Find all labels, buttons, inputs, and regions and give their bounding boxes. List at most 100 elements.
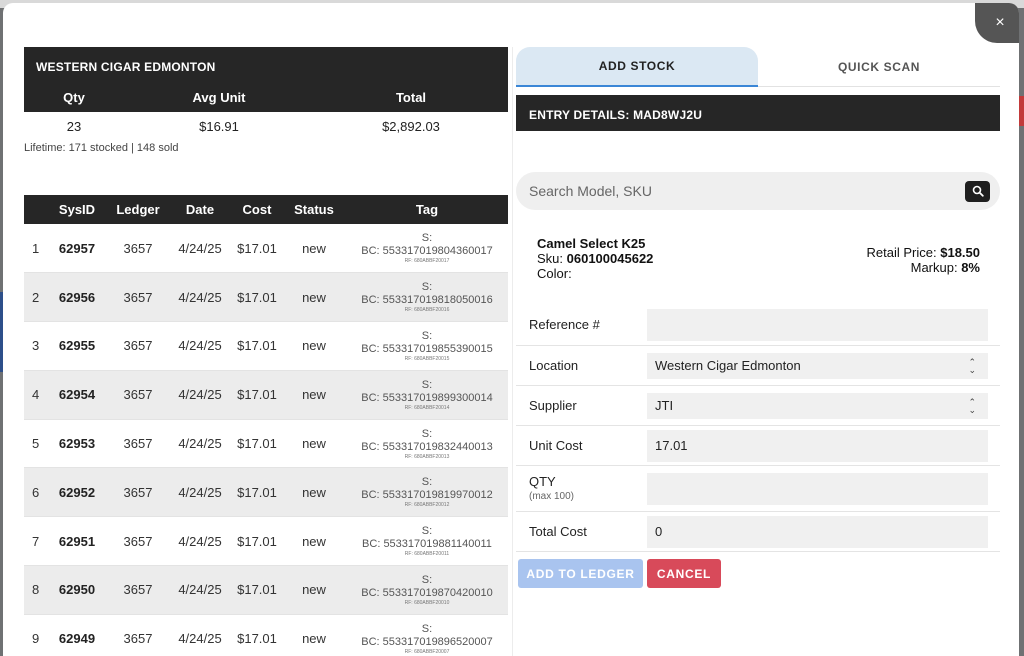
- product-color: Color:: [537, 266, 572, 281]
- store-summary-panel: WESTERN CIGAR EDMONTON Qty Avg Unit Tota…: [24, 47, 508, 154]
- markup: Markup: 8%: [867, 260, 980, 275]
- close-icon: ×: [995, 14, 1005, 31]
- tag-s: S:: [421, 378, 433, 391]
- summary-header-avg-unit: Avg Unit: [192, 90, 246, 105]
- close-button[interactable]: ×: [975, 3, 1019, 43]
- tag-barcode: BC: 553317019899300014: [361, 391, 493, 404]
- row-index: 3: [24, 321, 46, 371]
- unit-cost-label: Unit Cost: [529, 438, 583, 453]
- tag-rfid: RF: 680ABBF20012: [404, 502, 450, 509]
- entry-details-title: ENTRY DETAILS: MAD8WJ2U: [516, 95, 1000, 131]
- row-status: new: [282, 419, 346, 469]
- table-row[interactable]: 5 62953 3657 4/24/25 $17.01 new S: BC: 55331701…: [24, 419, 508, 469]
- col-header-cost[interactable]: Cost: [242, 202, 272, 217]
- qty-field[interactable]: [647, 472, 988, 505]
- table-row[interactable]: 6 62952 3657 4/24/25 $17.01 new S: BC: 55331701…: [24, 467, 508, 518]
- table-row[interactable]: 8 62950 3657 4/24/25 $17.01 new S: BC: 55331701…: [24, 565, 508, 615]
- row-tag: S: BC: 553317019804360017 RF: 680ABBF20017: [346, 224, 508, 274]
- col-header-tag[interactable]: Tag: [415, 202, 439, 217]
- table-row[interactable]: 9 62949 3657 4/24/25 $17.01 new S: BC: 55331701…: [24, 614, 508, 656]
- markup-value: 8%: [961, 260, 980, 275]
- reference-field[interactable]: [647, 308, 988, 341]
- col-header-ledger[interactable]: Ledger: [116, 202, 160, 217]
- row-index: 6: [24, 467, 46, 518]
- tag-rfid: RF: 680ABBF20014: [404, 404, 450, 411]
- row-tag: S: BC: 553317019818050016 RF: 680ABBF20016: [346, 272, 508, 323]
- row-index: 1: [24, 224, 46, 274]
- lifetime-stats: Lifetime: 171 stocked | 148 sold: [24, 142, 179, 154]
- form-row-total-cost: Total Cost 0: [516, 512, 1000, 552]
- summary-qty: 23: [66, 119, 82, 134]
- supplier-select[interactable]: JTI ⌃ ⌄: [647, 392, 988, 419]
- row-index: 5: [24, 419, 46, 469]
- row-cost: $17.01: [232, 614, 282, 656]
- background-page-element: [0, 292, 4, 372]
- tab-quick-scan[interactable]: QUICK SCAN: [837, 60, 920, 74]
- summary-header-total: Total: [395, 90, 427, 105]
- row-ledger: 3657: [108, 419, 168, 469]
- row-cost: $17.01: [232, 565, 282, 615]
- tag-barcode: BC: 553317019855390015: [361, 342, 493, 355]
- summary-total: $2,892.03: [382, 119, 440, 134]
- tag-rfid: RF: 680ABBF20010: [404, 599, 450, 606]
- tag-barcode: BC: 553317019870420010: [361, 586, 493, 599]
- col-header-date[interactable]: Date: [185, 202, 215, 217]
- row-index: 9: [24, 614, 46, 656]
- tag-barcode: BC: 553317019896520007: [361, 635, 493, 648]
- row-cost: $17.01: [232, 419, 282, 469]
- qty-label-group: QTY (max 100): [516, 474, 647, 504]
- search-input[interactable]: [529, 183, 965, 199]
- tag-s: S:: [421, 329, 433, 342]
- tag-barcode: BC: 553317019881140011: [362, 538, 492, 551]
- row-tag: S: BC: 553317019870420010 RF: 680ABBF20010: [346, 565, 508, 615]
- table-row[interactable]: 7 62951 3657 4/24/25 $17.01 new S: BC: 55331701…: [24, 516, 508, 567]
- table-row[interactable]: 1 62957 3657 4/24/25 $17.01 new S: BC: 55331701…: [24, 224, 508, 274]
- col-header-index: [24, 195, 46, 224]
- row-index: 8: [24, 565, 46, 615]
- row-status: new: [282, 272, 346, 323]
- table-row[interactable]: 3 62955 3657 4/24/25 $17.01 new S: BC: 55331701…: [24, 321, 508, 371]
- panel-divider: [512, 47, 513, 656]
- location-label: Location: [529, 358, 579, 373]
- add-to-ledger-button[interactable]: ADD TO LEDGER: [518, 559, 643, 588]
- retail-label: Retail Price:: [866, 245, 937, 260]
- summary-avg-unit: $16.91: [199, 119, 239, 134]
- row-sysid: 62952: [46, 467, 108, 518]
- search-button[interactable]: [965, 180, 990, 202]
- cancel-button[interactable]: CANCEL: [647, 559, 721, 588]
- location-select[interactable]: Western Cigar Edmonton ⌃ ⌄: [647, 352, 988, 379]
- row-status: new: [282, 467, 346, 518]
- markup-label: Markup:: [910, 260, 958, 275]
- unit-cost-field[interactable]: [647, 429, 988, 462]
- total-cost-value: 0: [647, 515, 988, 548]
- summary-header-qty: Qty: [63, 90, 85, 105]
- row-ledger: 3657: [108, 321, 168, 371]
- tag-rfid: RF: 680ABBF20013: [404, 453, 450, 460]
- form-row-reference: Reference #: [516, 304, 1000, 346]
- supplier-value: JTI: [655, 398, 674, 413]
- row-tag: S: BC: 553317019896520007 RF: 680ABBF20007: [346, 614, 508, 656]
- row-sysid: 62953: [46, 419, 108, 469]
- tag-rfid: RF: 680ABBF20007: [404, 648, 450, 655]
- tab-add-stock[interactable]: ADD STOCK: [516, 47, 758, 87]
- row-tag: S: BC: 553317019881140011 RF: 680ABBF20011: [346, 516, 508, 567]
- row-ledger: 3657: [108, 467, 168, 518]
- row-date: 4/24/25: [168, 321, 232, 371]
- sku-label: Sku:: [537, 251, 564, 266]
- col-header-status[interactable]: Status: [294, 202, 334, 217]
- row-ledger: 3657: [108, 370, 168, 420]
- table-row[interactable]: 2 62956 3657 4/24/25 $17.01 new S: BC: 55331701…: [24, 272, 508, 323]
- row-status: new: [282, 565, 346, 615]
- select-chevron-icon: ⌃ ⌄: [968, 356, 976, 375]
- col-header-sysid[interactable]: SysID: [58, 202, 96, 217]
- tag-s: S:: [421, 476, 433, 489]
- table-row[interactable]: 4 62954 3657 4/24/25 $17.01 new S: BC: 55331701…: [24, 370, 508, 420]
- row-tag: S: BC: 553317019819970012 RF: 680ABBF20012: [346, 467, 508, 518]
- tag-barcode: BC: 553317019819970012: [361, 489, 493, 502]
- tag-rfid: RF: 680ABBF20017: [404, 258, 450, 265]
- tag-barcode: BC: 553317019804360017: [361, 245, 493, 258]
- tag-barcode: BC: 553317019832440013: [361, 440, 493, 453]
- qty-label: QTY: [529, 473, 556, 489]
- tag-barcode: BC: 553317019818050016: [361, 294, 493, 307]
- form-row-supplier: Supplier JTI ⌃ ⌄: [516, 386, 1000, 426]
